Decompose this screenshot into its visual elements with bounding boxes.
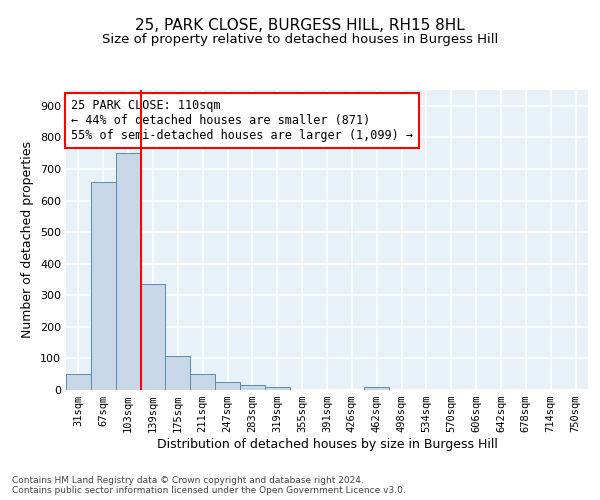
- Bar: [364, 388, 389, 390]
- X-axis label: Distribution of detached houses by size in Burgess Hill: Distribution of detached houses by size …: [157, 438, 497, 451]
- Text: 25 PARK CLOSE: 110sqm
← 44% of detached houses are smaller (871)
55% of semi-det: 25 PARK CLOSE: 110sqm ← 44% of detached …: [71, 99, 413, 142]
- Bar: [166, 356, 190, 390]
- Y-axis label: Number of detached properties: Number of detached properties: [22, 142, 34, 338]
- Bar: [91, 182, 116, 390]
- Text: Size of property relative to detached houses in Burgess Hill: Size of property relative to detached ho…: [102, 32, 498, 46]
- Bar: [190, 374, 215, 390]
- Bar: [265, 387, 290, 390]
- Bar: [116, 153, 140, 390]
- Text: 25, PARK CLOSE, BURGESS HILL, RH15 8HL: 25, PARK CLOSE, BURGESS HILL, RH15 8HL: [135, 18, 465, 32]
- Bar: [240, 386, 265, 390]
- Bar: [66, 374, 91, 390]
- Text: Contains HM Land Registry data © Crown copyright and database right 2024.
Contai: Contains HM Land Registry data © Crown c…: [12, 476, 406, 495]
- Bar: [215, 382, 240, 390]
- Bar: [140, 284, 166, 390]
